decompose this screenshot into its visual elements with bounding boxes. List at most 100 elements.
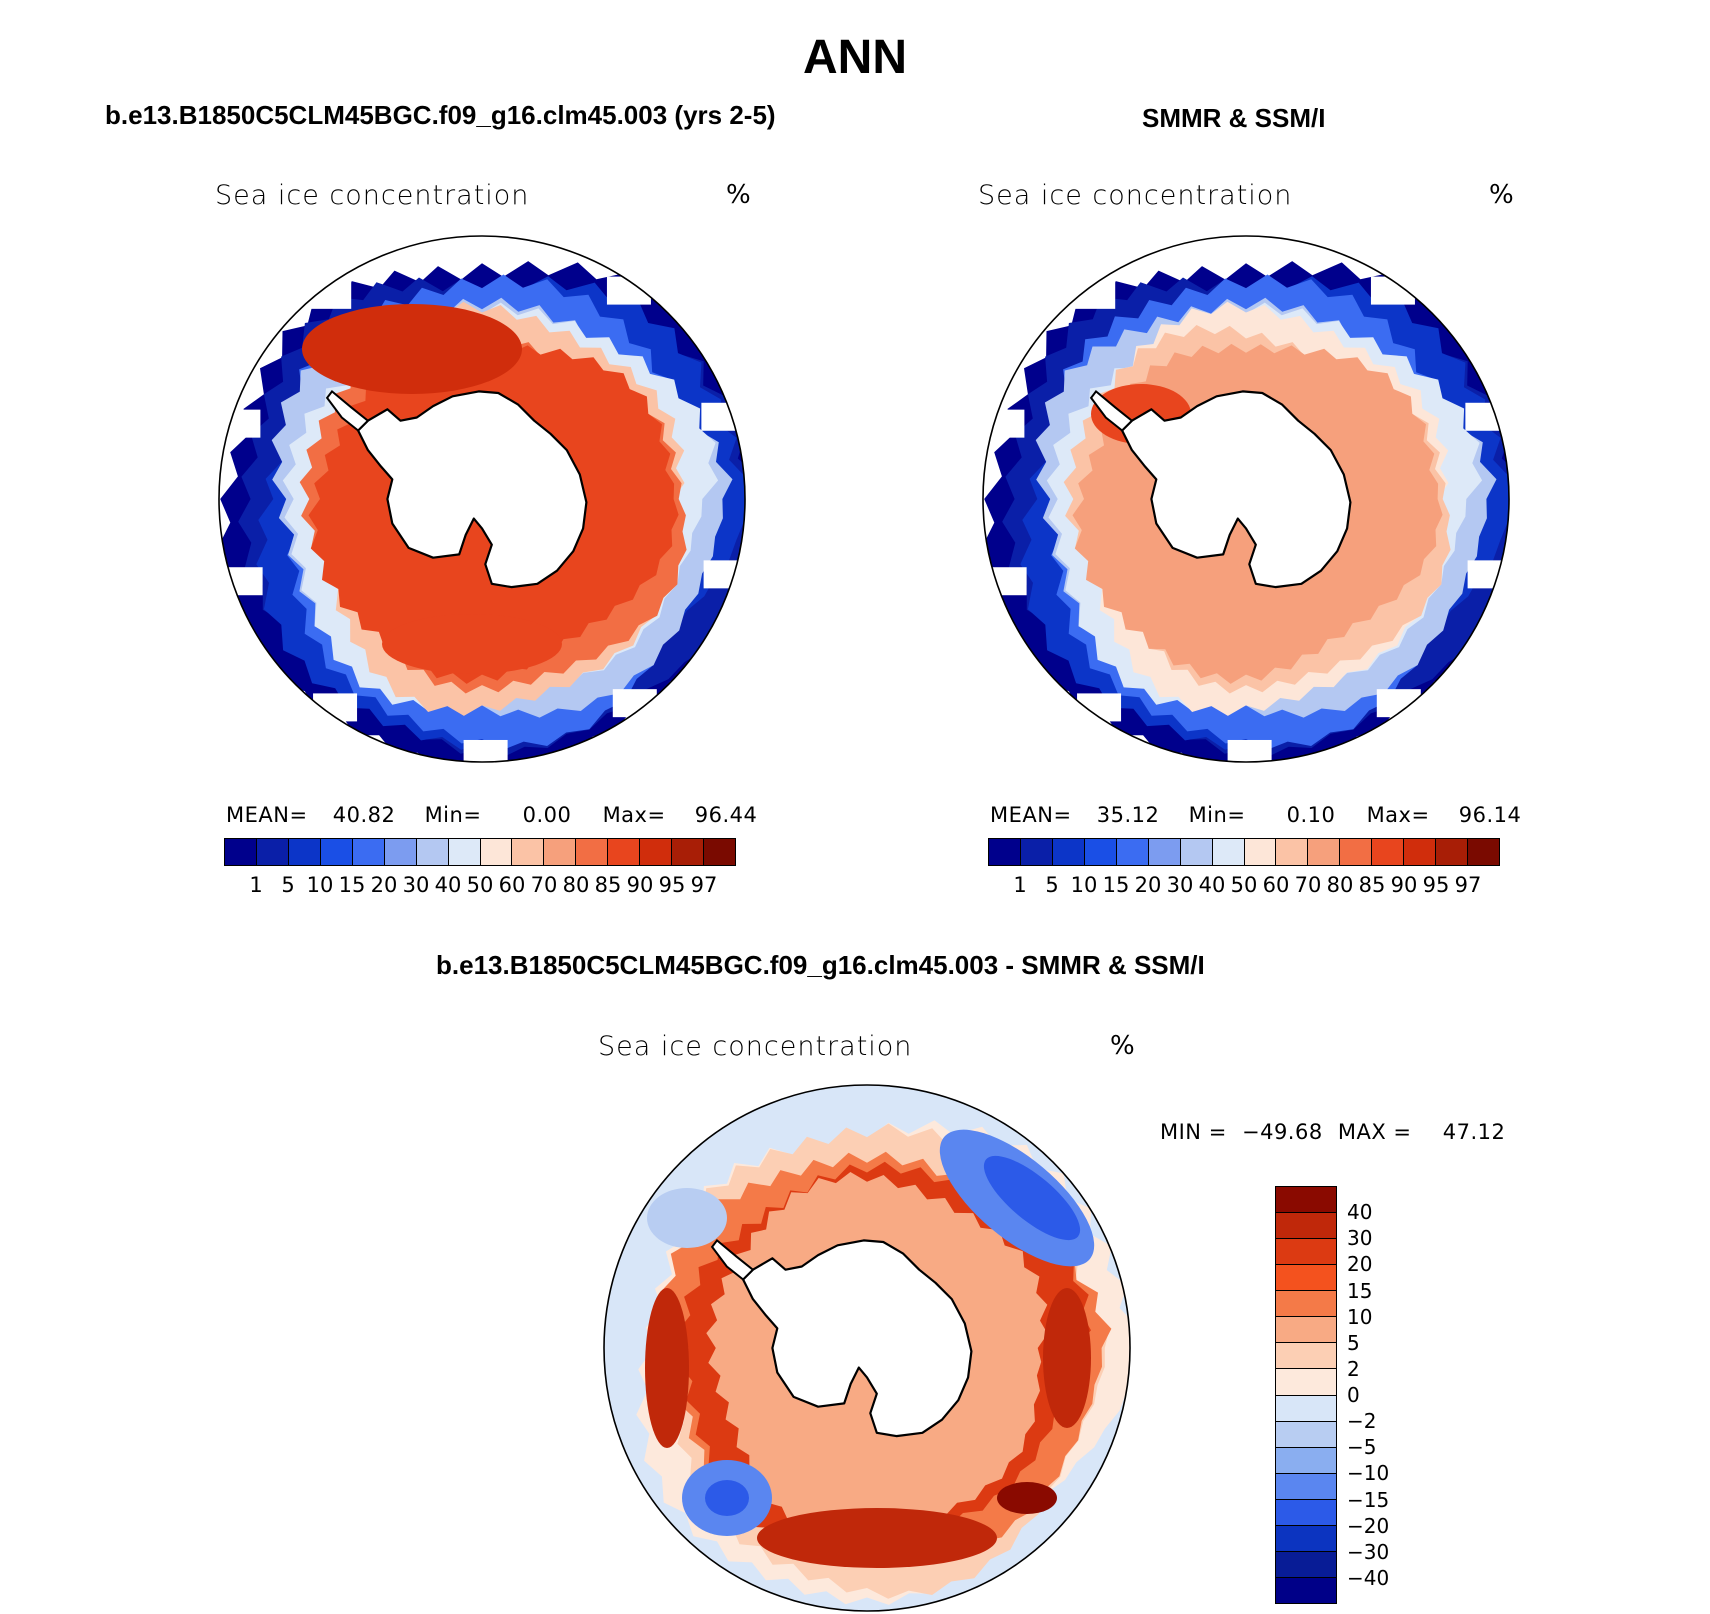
open-water-patch	[703, 560, 745, 589]
colorbar-swatch	[1276, 1343, 1336, 1370]
colorbar-swatch	[1276, 839, 1309, 865]
open-water-patch	[701, 402, 745, 431]
colorbar-swatch	[288, 839, 321, 865]
high-concentration-zone	[382, 614, 562, 674]
positive-anomaly	[757, 1508, 997, 1568]
colorbar-tick-label: 40	[1347, 1200, 1373, 1225]
diff-colorbar	[1275, 1186, 1337, 1604]
colorbar-tick-label: 70	[530, 873, 558, 897]
model-polar-map	[218, 235, 746, 763]
colorbar-tick-label: 80	[1326, 873, 1354, 897]
colorbar-swatch	[1340, 839, 1373, 865]
colorbar-tick-label: 15	[1102, 873, 1130, 897]
diff-min-value: −49.68	[1241, 1120, 1323, 1144]
colorbar-tick-label: −30	[1347, 1539, 1390, 1564]
colorbar-swatch	[1084, 839, 1117, 865]
colorbar-swatch	[1180, 839, 1213, 865]
colorbar-swatch	[1276, 1525, 1336, 1552]
colorbar-swatch	[1276, 1369, 1336, 1396]
negative-anomaly	[647, 1188, 727, 1248]
obs-max-value: 96.14	[1458, 803, 1522, 827]
antarctic-peninsula	[325, 389, 370, 432]
colorbar-tick-label: −2	[1347, 1409, 1377, 1434]
colorbar-tick-label: 80	[562, 873, 590, 897]
obs-panel-title: SMMR & SSM/I	[1142, 103, 1326, 133]
open-water-patch	[1220, 236, 1265, 259]
colorbar-tick-label: 1	[1013, 873, 1027, 897]
colorbar-tick-label: 5	[1347, 1330, 1360, 1355]
positive-anomaly	[1043, 1288, 1091, 1428]
model-mean-label: MEAN=	[226, 803, 308, 827]
colorbar-swatch	[640, 839, 673, 865]
model-colorbar-labels: 1 5 10 15 20 30 40 50 60 70 80 85 90 95 97	[224, 873, 736, 899]
colorbar-tick-label: 50	[466, 873, 494, 897]
colorbar-swatch	[1276, 1577, 1336, 1603]
colorbar-swatch	[1404, 839, 1437, 865]
map-field	[219, 236, 745, 762]
colorbar-swatch	[1276, 1473, 1336, 1500]
colorbar-tick-label: 60	[498, 873, 526, 897]
map-field	[983, 236, 1509, 762]
colorbar-tick-label: 30	[402, 873, 430, 897]
positive-anomaly	[997, 1482, 1057, 1514]
obs-max-label: Max=	[1366, 803, 1430, 827]
colorbar-tick-label: 50	[1230, 873, 1258, 897]
colorbar-swatch	[352, 839, 385, 865]
obs-units-label: %	[1489, 180, 1514, 210]
colorbar-swatch	[1276, 1265, 1336, 1292]
colorbar-swatch	[225, 839, 257, 865]
colorbar-swatch	[1276, 1239, 1336, 1266]
open-water-patch	[219, 409, 261, 438]
colorbar-tick-label: −15	[1347, 1487, 1390, 1512]
colorbar-swatch	[416, 839, 449, 865]
colorbar-swatch	[1276, 1291, 1336, 1318]
colorbar-tick-label: −10	[1347, 1461, 1390, 1486]
colorbar-tick-label: 10	[1070, 873, 1098, 897]
colorbar-swatch	[1308, 839, 1341, 865]
high-concentration-zone	[302, 304, 522, 394]
colorbar-tick-label: 15	[338, 873, 366, 897]
colorbar-swatch	[1052, 839, 1085, 865]
map-border	[218, 235, 746, 763]
colorbar-tick-label: 20	[1134, 873, 1162, 897]
antarctica-coastline	[357, 390, 588, 589]
obs-min-label: Min=	[1188, 803, 1246, 827]
colorbar-swatch	[256, 839, 289, 865]
colorbar-swatch	[672, 839, 705, 865]
obs-colorbar-labels: 1 5 10 15 20 30 40 50 60 70 80 85 90 95 97	[988, 873, 1500, 899]
map-border	[982, 235, 1510, 763]
colorbar-tick-label: 90	[1390, 873, 1418, 897]
colorbar-swatch	[1116, 839, 1149, 865]
negative-anomaly	[705, 1480, 749, 1516]
colorbar-swatch	[576, 839, 609, 865]
open-water-patch	[463, 739, 508, 762]
diff-min-label: MIN =	[1160, 1120, 1227, 1144]
model-max-value: 96.44	[694, 803, 758, 827]
antarctic-peninsula	[1089, 389, 1134, 432]
obs-polar-map	[982, 235, 1510, 763]
main-title: ANN	[803, 31, 907, 84]
diff-polar-map	[603, 1084, 1131, 1612]
colorbar-tick-label: 95	[658, 873, 686, 897]
diff-panel-title: b.e13.B1850C5CLM45BGC.f09_g16.clm45.003 …	[436, 950, 1205, 980]
map-field	[604, 1085, 1130, 1611]
colorbar-swatch	[512, 839, 545, 865]
diff-colorbar-labels: 40 30 20 15 10 5 2 0 −2 −5 −10 −15 −20 −30 −40	[1347, 1186, 1407, 1604]
diff-units-label: %	[1110, 1031, 1135, 1061]
open-water-patch	[1467, 560, 1509, 589]
model-stats: MEAN= 40.82 Min= 0.00 Max= 96.44	[226, 803, 757, 827]
colorbar-swatch	[1276, 1499, 1336, 1526]
colorbar-tick-label: 20	[1347, 1252, 1373, 1277]
diff-max-label: MAX =	[1337, 1120, 1412, 1144]
diff-stats: MIN = −49.68 MAX = 47.12	[1160, 1120, 1505, 1144]
positive-anomaly	[645, 1288, 689, 1448]
colorbar-swatch	[1148, 839, 1181, 865]
colorbar-swatch	[1212, 839, 1245, 865]
model-min-value: 0.00	[522, 803, 572, 827]
colorbar-tick-label: 70	[1294, 873, 1322, 897]
colorbar-tick-label: −40	[1347, 1565, 1390, 1590]
colorbar-swatch	[1372, 839, 1405, 865]
colorbar-tick-label: 85	[1358, 873, 1386, 897]
negative-anomaly	[983, 1155, 1081, 1241]
colorbar-tick-label: 40	[434, 873, 462, 897]
